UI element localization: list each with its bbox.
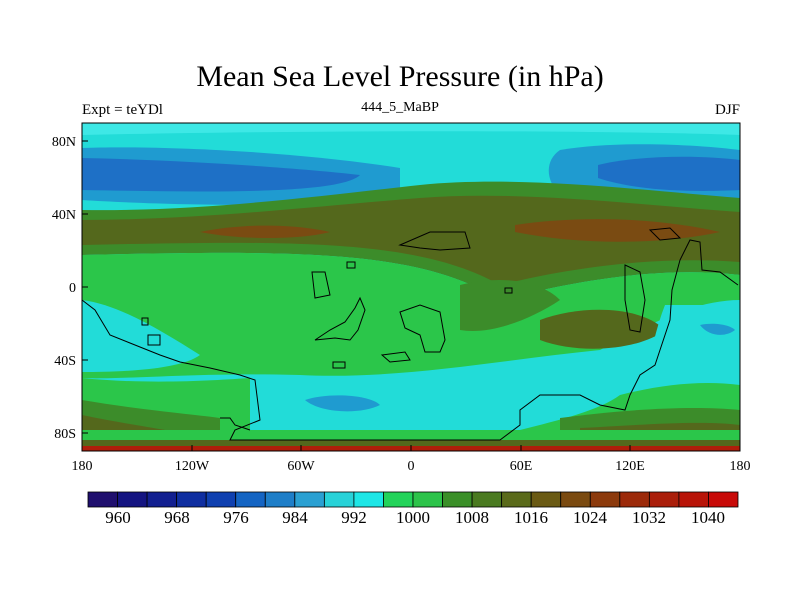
colorbar-swatch: [383, 491, 414, 508]
experiment-label: Expt = teYDl: [82, 102, 163, 118]
colorbar-swatch: [323, 491, 355, 508]
colorbar-swatch: [412, 491, 443, 508]
colorbar-swatch: [235, 491, 266, 508]
colorbar-swatch: [501, 491, 532, 508]
colorbar-swatch: [87, 491, 118, 508]
colorbar-label: 1040: [691, 508, 725, 527]
x-tick-label: 180: [72, 459, 93, 474]
y-tick-label: 80S: [54, 427, 76, 442]
colorbar-swatch: [442, 491, 473, 508]
colorbar-labels: 960 968 976 984 992 1000 1008 1016 1024 …: [105, 508, 725, 527]
y-tick-label: 0: [69, 281, 76, 296]
colorbar-label: 1008: [455, 508, 489, 527]
x-tick-label: 60E: [510, 459, 533, 474]
x-tick-label: 180: [730, 459, 751, 474]
colorbar-label: 1032: [632, 508, 666, 527]
colorbar-swatch: [117, 491, 148, 508]
colorbar-swatch: [619, 491, 650, 508]
run-label: 444_5_MaBP: [361, 100, 439, 115]
season-label: DJF: [714, 102, 740, 118]
colorbar-label: 984: [282, 508, 308, 527]
colorbar-swatch: [589, 491, 621, 508]
colorbar-label: 976: [223, 508, 249, 527]
coastlines: [81, 227, 739, 441]
colorbar-label: 1000: [396, 508, 430, 527]
colorbar-label: 1024: [573, 508, 608, 527]
y-tick-label: 40S: [54, 354, 76, 369]
x-tick-label: 120W: [175, 459, 210, 474]
colorbar-swatch: [471, 491, 503, 508]
colorbar-label: 960: [105, 508, 131, 527]
colorbar-label: 992: [341, 508, 367, 527]
colorbar-swatch: [530, 491, 562, 508]
colorbar-swatch: [678, 491, 709, 508]
pressure-field: [82, 123, 740, 451]
colorbar-swatch: [294, 491, 325, 508]
colorbar-swatch: [648, 491, 680, 508]
colorbar: [87, 491, 739, 508]
x-tick-label: 60W: [287, 459, 315, 474]
axis-ticks: [81, 140, 741, 451]
colorbar-label: 968: [164, 508, 190, 527]
colorbar-swatch: [176, 491, 207, 508]
x-tick-label: 0: [408, 459, 415, 474]
colorbar-swatch: [146, 491, 178, 508]
y-tick-label: 40N: [52, 208, 76, 223]
x-tick-labels: 180 120W 60W 0 60E 120E 180: [72, 459, 751, 474]
colorbar-swatch: [708, 491, 739, 508]
colorbar-swatch: [560, 491, 591, 508]
colorbar-swatch: [353, 491, 384, 508]
colorbar-swatch: [264, 491, 296, 508]
y-tick-label: 80N: [52, 135, 76, 150]
colorbar-label: 1016: [514, 508, 548, 527]
x-tick-label: 120E: [615, 459, 645, 474]
map-title: Mean Sea Level Pressure (in hPa): [196, 60, 604, 93]
colorbar-swatch: [205, 491, 237, 508]
y-tick-labels: 80N 40N 0 40S 80S: [52, 135, 76, 442]
